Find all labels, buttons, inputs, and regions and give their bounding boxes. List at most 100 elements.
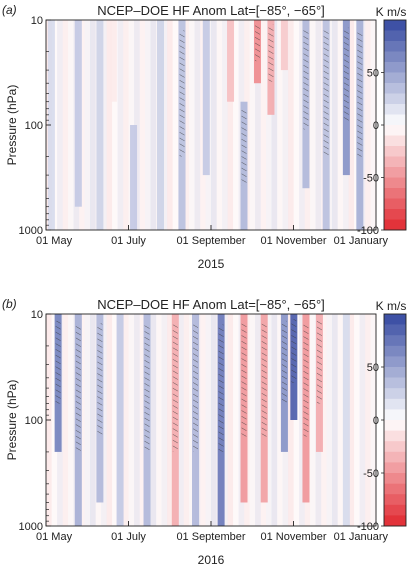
heatmap-stripe [365,20,371,230]
heatmap-stripe [68,314,74,526]
heatmap-stripe [123,314,129,526]
heatmap-stripe [348,314,355,526]
colorbar-segment [384,30,406,42]
heatmap-stripe [233,314,239,526]
heatmap-stripe [112,20,118,230]
heatmap-stripe [117,20,124,230]
significance-hatch [316,320,322,404]
colorbar-tick-label: 50 [367,362,379,374]
heatmap-stripe [255,20,261,230]
heatmap-feature [96,20,104,230]
heatmap-stripe [337,20,344,230]
y-axis-label: Pressure (hPa) [5,85,19,166]
colorbar-tick-label: -100 [357,225,379,237]
colorbar-segment [384,314,406,325]
colorbar-segment [384,177,406,189]
panel-label: (a) [2,3,17,17]
heatmap-stripe [310,20,316,230]
heatmap-stripe [51,314,58,526]
colorbar-segment [384,83,406,94]
heatmap-stripe [106,314,113,526]
heatmap-stripe [359,314,366,526]
heatmap-stripe [348,20,355,230]
chart-panel-b: NCEP–DOE HF Anom Lat=[−85°, −65°] (b) 10 10… [2,297,407,567]
heatmap-feature [130,125,138,230]
heatmap-stripe [277,20,283,230]
x-axis-label: 2015 [198,257,225,271]
significance-hatch [303,28,309,130]
significance-hatch [261,323,267,437]
significance-hatch [303,323,309,437]
colorbar-segment [384,125,406,136]
heatmap-stripe [62,314,69,526]
colorbar-tick-label: -50 [363,173,379,185]
heatmap-stripe [139,314,146,526]
heatmap-stripe [365,314,371,526]
heatmap-feature [227,20,235,102]
colorbar-tick-label: -100 [357,521,379,533]
heatmap-feature [202,20,210,176]
heatmap-stripe [211,20,217,230]
colorbar-unit: K m/s [376,5,407,19]
heatmap-stripe [156,314,162,526]
heatmap-stripe [183,314,190,526]
colorbar-segment [384,441,406,453]
colorbar-tick-label: -50 [363,468,379,480]
y-tick-label: 100 [25,120,43,132]
colorbar-segment [384,504,406,516]
heatmap-feature [47,20,55,230]
colorbar-segment [384,62,406,73]
y-tick-label: 10 [31,309,43,321]
significance-hatch [241,323,247,437]
heatmap-stripe [79,314,85,526]
colorbar-tick-label: 0 [373,415,379,427]
heatmap-stripe [101,20,107,230]
heatmap-stripe [249,20,256,230]
colorbar-segment [384,198,406,210]
heatmap-stripe [354,314,360,526]
heatmap-feature [342,314,350,526]
heatmap-feature [156,20,164,230]
colorbar-segment [384,167,406,178]
x-tick-label: 01 May [36,235,73,247]
heatmap-stripe [189,314,195,526]
heatmap-stripe [282,20,289,230]
heatmap-stripe [321,314,327,526]
heatmap-stripe [222,20,228,230]
heatmap-stripe [249,314,256,526]
colorbar-segment [384,114,406,126]
chart-title: NCEP–DOE HF Anom Lat=[−85°, −65°] [97,297,325,312]
colorbar-segment [384,345,406,357]
significance-hatch [323,30,329,157]
heatmap-stripe [211,314,217,526]
chart-panel-a: NCEP–DOE HF Anom Lat=[−85°, −65°] (a) 10 10… [2,3,407,271]
colorbar-segment [384,494,406,506]
heatmap-stripe [128,314,135,526]
significance-hatch [179,30,185,157]
significance-hatch [241,108,247,186]
significance-hatch [343,27,349,121]
heatmap-stripe [106,20,113,230]
heatmap-stripe [79,20,85,230]
colorbar-unit: K m/s [376,299,407,313]
heatmap-stripe [101,314,107,526]
colorbar-segment [384,335,406,347]
colorbar-segment [384,388,406,400]
colorbar-segment [384,41,406,52]
significance-hatch [144,324,150,452]
heatmap-stripe [84,314,91,526]
x-tick-label: 01 January [334,531,389,543]
heatmap-stripe [161,20,168,230]
colorbar-tick-label: 50 [367,68,379,80]
heatmap-stripe [315,20,322,230]
chart-title: NCEP–DOE HF Anom Lat=[−85°, −65°] [97,3,325,18]
y-tick-label: 1000 [19,225,43,237]
heatmap-stripe [90,20,96,230]
colorbar-segment [384,72,406,84]
x-tick-label: 01 May [36,531,73,543]
heatmap-feature [109,20,117,102]
heatmap-stripe [227,314,234,526]
heatmap-feature [74,20,82,207]
significance-hatch [55,320,61,404]
